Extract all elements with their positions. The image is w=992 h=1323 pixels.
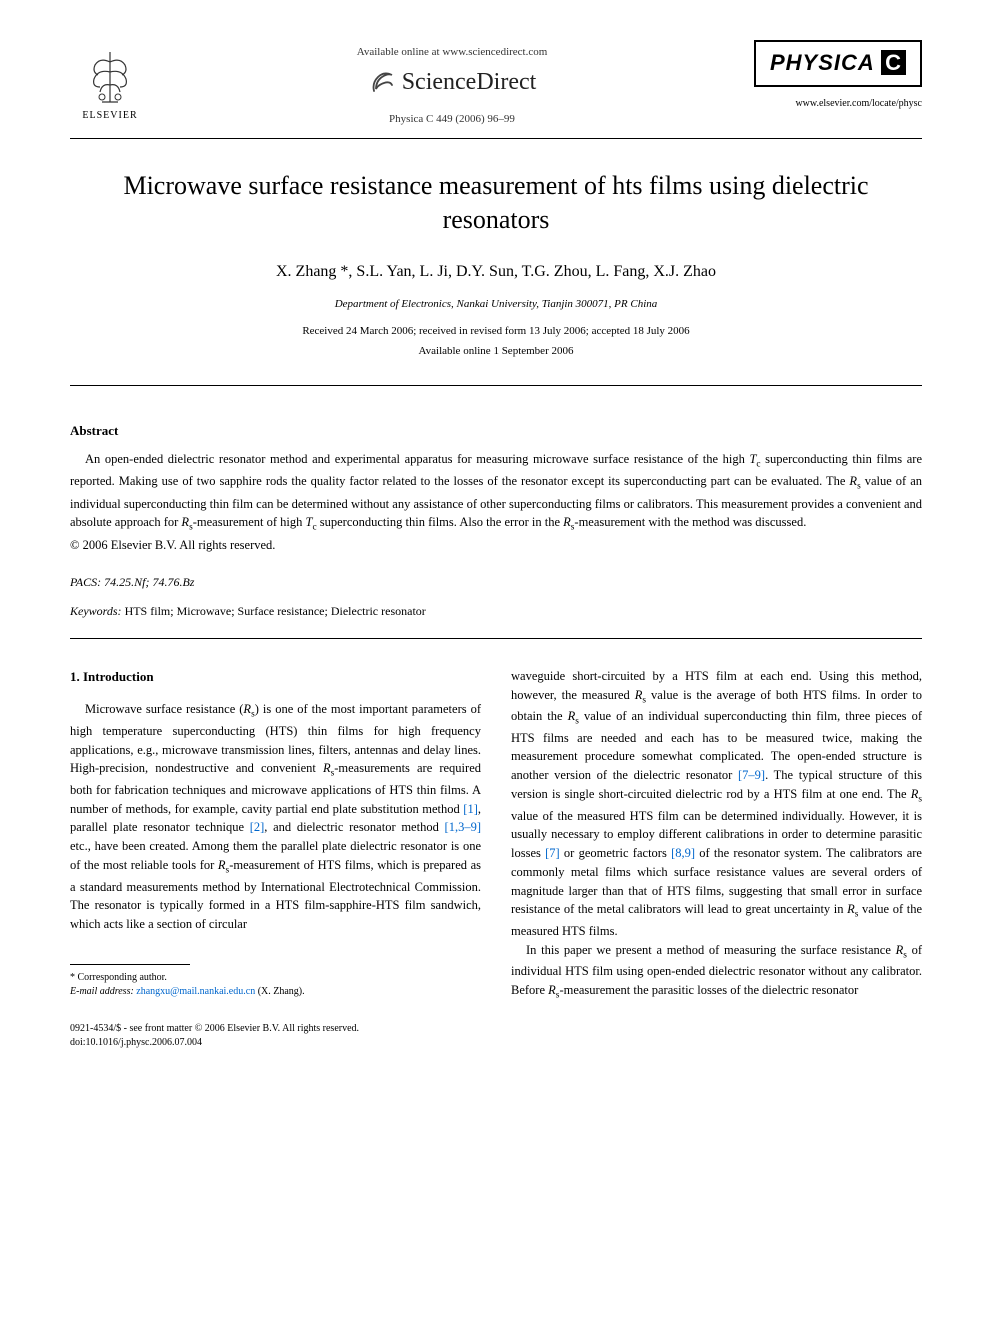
sciencedirect-logo: ScienceDirect [368, 66, 537, 100]
keywords-label: Keywords: [70, 604, 122, 618]
elsevier-tree-icon [80, 47, 140, 107]
intro-paragraph-1-cont: waveguide short-circuited by a HTS film … [511, 667, 922, 941]
ref-link-5[interactable]: [7] [545, 846, 560, 860]
t1: Microwave surface resistance ( [85, 702, 243, 716]
elsevier-text: ELSEVIER [82, 109, 137, 123]
corr-author-line: * Corresponding author. [70, 971, 481, 985]
copyright-line: © 2006 Elsevier B.V. All rights reserved… [70, 537, 922, 555]
r9: In this paper we present a method of mea… [526, 943, 896, 957]
abstract-heading: Abstract [70, 422, 922, 440]
right-column: waveguide short-circuited by a HTS film … [511, 667, 922, 1003]
keywords-line: Keywords: HTS film; Microwave; Surface r… [70, 603, 922, 620]
corresponding-author-footnote: * Corresponding author. E-mail address: … [70, 971, 481, 999]
journal-reference: Physica C 449 (2006) 96–99 [150, 112, 754, 127]
keywords-rule [70, 638, 922, 639]
intro-paragraph-1: Microwave surface resistance (Rs) is one… [70, 700, 481, 933]
ref-link-6[interactable]: [8,9] [671, 846, 695, 860]
received-dates: Received 24 March 2006; received in revi… [70, 324, 922, 339]
r11: -measurement the parasitic losses of the… [559, 983, 858, 997]
email-suffix: (X. Zhang). [255, 986, 304, 997]
body-columns: 1. Introduction Microwave surface resist… [70, 667, 922, 1003]
header-rule [70, 138, 922, 139]
email-line: E-mail address: zhangxu@mail.nankai.edu.… [70, 985, 481, 999]
t5: , and dielectric resonator method [264, 820, 444, 834]
introduction-heading: 1. Introduction [70, 667, 481, 687]
abstract-top-rule [70, 385, 922, 386]
abstract-section: Abstract An open-ended dielectric resona… [70, 422, 922, 554]
authors-line: X. Zhang *, S.L. Yan, L. Ji, D.Y. Sun, T… [70, 261, 922, 283]
left-column: 1. Introduction Microwave surface resist… [70, 667, 481, 1003]
abstract-body: An open-ended dielectric resonator metho… [70, 450, 922, 534]
sciencedirect-text: ScienceDirect [402, 66, 537, 100]
physica-logo-block: PHYSICA C www.elsevier.com/locate/physc [754, 40, 922, 111]
footer-copyright: 0921-4534/$ - see front matter © 2006 El… [70, 1022, 922, 1036]
physica-box: PHYSICA C [754, 40, 922, 87]
email-address[interactable]: zhangxu@mail.nankai.edu.cn [136, 986, 255, 997]
footnote-separator [70, 964, 190, 965]
ref-link-3[interactable]: [1,3–9] [445, 820, 481, 834]
footer-info: 0921-4534/$ - see front matter © 2006 El… [70, 1022, 922, 1050]
page-header: ELSEVIER Available online at www.science… [70, 40, 922, 130]
center-header: Available online at www.sciencedirect.co… [150, 40, 754, 127]
affiliation: Department of Electronics, Nankai Univer… [70, 297, 922, 312]
ref-link-2[interactable]: [2] [250, 820, 265, 834]
email-label: E-mail address: [70, 986, 134, 997]
intro-paragraph-2: In this paper we present a method of mea… [511, 941, 922, 1003]
footer-doi: doi:10.1016/j.physc.2006.07.004 [70, 1036, 922, 1050]
keywords-text: HTS film; Microwave; Surface resistance;… [122, 604, 426, 618]
pacs-line: PACS: 74.25.Nf; 74.76.Bz [70, 574, 922, 591]
physica-text: PHYSICA [770, 50, 874, 75]
physica-c: C [881, 50, 906, 75]
ref-link-1[interactable]: [1] [463, 802, 478, 816]
online-date: Available online 1 September 2006 [70, 344, 922, 359]
sciencedirect-icon [368, 69, 396, 97]
abstract-text-content: An open-ended dielectric resonator metho… [70, 452, 922, 528]
journal-url: www.elsevier.com/locate/physc [754, 97, 922, 111]
article-title: Microwave surface resistance measurement… [110, 169, 882, 237]
elsevier-logo: ELSEVIER [70, 40, 150, 130]
ref-link-4[interactable]: [7–9] [738, 768, 765, 782]
available-online-text: Available online at www.sciencedirect.co… [150, 45, 754, 60]
r6: or geometric factors [560, 846, 671, 860]
